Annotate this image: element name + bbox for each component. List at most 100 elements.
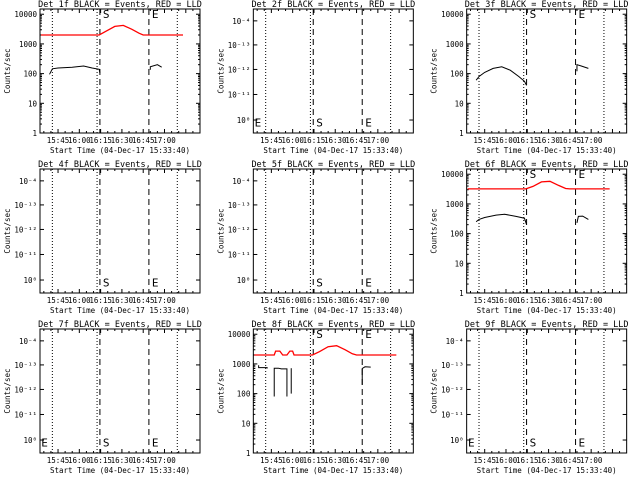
x-tick-label: 17:00 [580,296,603,305]
x-tick-label: 16:45 [559,456,582,465]
y-tick-label: 10⁻⁴ [232,177,250,186]
marker-label-s: S [530,437,537,450]
chart-title: Det 1f BLACK = Events, RED = LLD [38,0,202,10]
x-axis-label: Start Time (04-Dec-17 15:33:40) [477,466,617,475]
x-tick-label: 17:00 [367,136,390,145]
y-axis-label: Counts/sec [430,368,439,413]
x-axis-label: Start Time (04-Dec-17 15:33:40) [50,306,190,315]
x-tick-label: 16:00 [495,456,518,465]
marker-label-e: E [255,117,262,130]
y-tick-label: 10⁻⁴ [19,177,37,186]
x-tick-label: 16:30 [111,456,134,465]
x-tick-label: 16:00 [68,456,91,465]
chart-panel-1: Det 1f BLACK = Events, RED = LLD 1 10 100 10… [3,0,202,155]
chart-title: Det 3f BLACK = Events, RED = LLD [465,0,629,10]
marker-label-e: E [579,437,586,450]
x-tick-label: 16:45 [132,296,155,305]
chart-title: Det 8f BLACK = Events, RED = LLD [251,320,415,330]
y-tick-label: 10⁰ [23,436,37,445]
plot-frame [252,328,414,454]
x-axis-label: Start Time (04-Dec-17 15:33:40) [263,306,403,315]
y-axis-label: Counts/sec [430,48,439,93]
series-events-black-segment [576,64,589,72]
x-tick-label: 15:45 [260,456,283,465]
chart-title: Det 9f BLACK = Events, RED = LLD [465,320,629,330]
x-axis-label: Start Time (04-Dec-17 15:33:40) [50,146,190,155]
y-tick-label: 10000 [14,10,37,19]
x-tick-label: 17:00 [580,456,603,465]
x-tick-label: 16:45 [345,136,368,145]
y-axis-label: Counts/sec [216,208,225,253]
x-tick-label: 16:00 [68,136,91,145]
x-tick-label: 16:15 [89,296,112,305]
plot-frame [39,8,201,134]
x-tick-label: 16:00 [495,136,518,145]
marker-label-e: E [579,8,586,21]
y-tick-label: 10⁻¹¹ [14,410,37,419]
y-tick-label: 10000 [441,170,464,179]
x-tick-label: 15:45 [47,296,70,305]
chart-panel-2: Det 2f BLACK = Events, RED = LLD 10⁰ 10⁻¹¹… [216,0,415,155]
x-tick-label: 16:00 [495,296,518,305]
y-tick-label: 10 [28,99,38,108]
y-axis-label: Counts/sec [3,368,12,413]
marker-label-s: S [316,117,323,130]
y-tick-label: 10⁻¹² [228,225,251,234]
x-tick-label: 16:45 [132,136,155,145]
y-axis-label: Counts/sec [3,208,12,253]
marker-label-e: E [152,277,159,290]
marker-label-s: S [530,168,537,181]
plot-frame [466,8,628,134]
x-tick-label: 17:00 [367,296,390,305]
x-axis-label: Start Time (04-Dec-17 15:33:40) [477,306,617,315]
marker-label-e: E [579,168,586,181]
y-tick-label: 10⁰ [237,276,251,285]
x-tick-label: 16:30 [111,296,134,305]
chart-panel-7: Det 7f BLACK = Events, RED = LLD 10⁰ 10⁻¹¹… [3,320,202,475]
x-tick-label: 16:00 [281,136,304,145]
x-tick-label: 16:15 [89,136,112,145]
series-events-black-segment [475,66,528,86]
x-tick-label: 16:30 [537,296,560,305]
x-tick-label: 16:15 [303,456,326,465]
x-tick-label: 16:30 [324,456,347,465]
x-tick-label: 16:30 [324,136,347,145]
y-axis-label: Counts/sec [216,368,225,413]
x-axis-label: Start Time (04-Dec-17 15:33:40) [263,146,403,155]
marker-label-e: E [365,277,372,290]
y-tick-label: 1 [459,129,464,138]
x-tick-label: 15:45 [473,456,496,465]
x-axis-label: Start Time (04-Dec-17 15:33:40) [263,466,403,475]
y-tick-label: 10⁻¹³ [14,361,37,370]
x-tick-label: 16:30 [537,456,560,465]
y-axis-label: Counts/sec [216,48,225,93]
x-tick-label: 16:15 [516,136,539,145]
chart-title: Det 6f BLACK = Events, RED = LLD [465,160,629,170]
x-tick-label: 17:00 [367,456,390,465]
series-events-black-segment [273,367,288,397]
chart-panel-5: Det 5f BLACK = Events, RED = LLD 10⁰ 10⁻¹¹… [216,160,415,315]
series-events-black-segment [258,365,268,369]
x-tick-label: 16:30 [537,136,560,145]
y-tick-label: 10 [455,99,465,108]
marker-label-s: S [316,328,323,341]
marker-label-e: E [152,8,159,21]
x-axis-label: Start Time (04-Dec-17 15:33:40) [50,466,190,475]
x-tick-label: 15:45 [47,456,70,465]
y-axis-label: Counts/sec [430,208,439,253]
y-tick-label: 1000 [232,360,251,369]
marker-label-e: E [468,437,475,450]
y-tick-label: 1 [246,449,251,458]
marker-label-e: E [41,437,48,450]
y-tick-label: 100 [450,70,464,79]
y-tick-label: 1000 [446,40,465,49]
plot-frame [466,168,628,294]
y-tick-label: 10⁻¹³ [14,201,37,210]
chart-title: Det 2f BLACK = Events, RED = LLD [251,0,415,10]
x-tick-label: 16:00 [281,456,304,465]
y-tick-label: 10 [455,259,465,268]
plot-frame [252,8,414,134]
x-tick-label: 16:15 [303,296,326,305]
series-events-black-segment [576,215,589,224]
y-tick-label: 10⁻¹¹ [228,90,251,99]
